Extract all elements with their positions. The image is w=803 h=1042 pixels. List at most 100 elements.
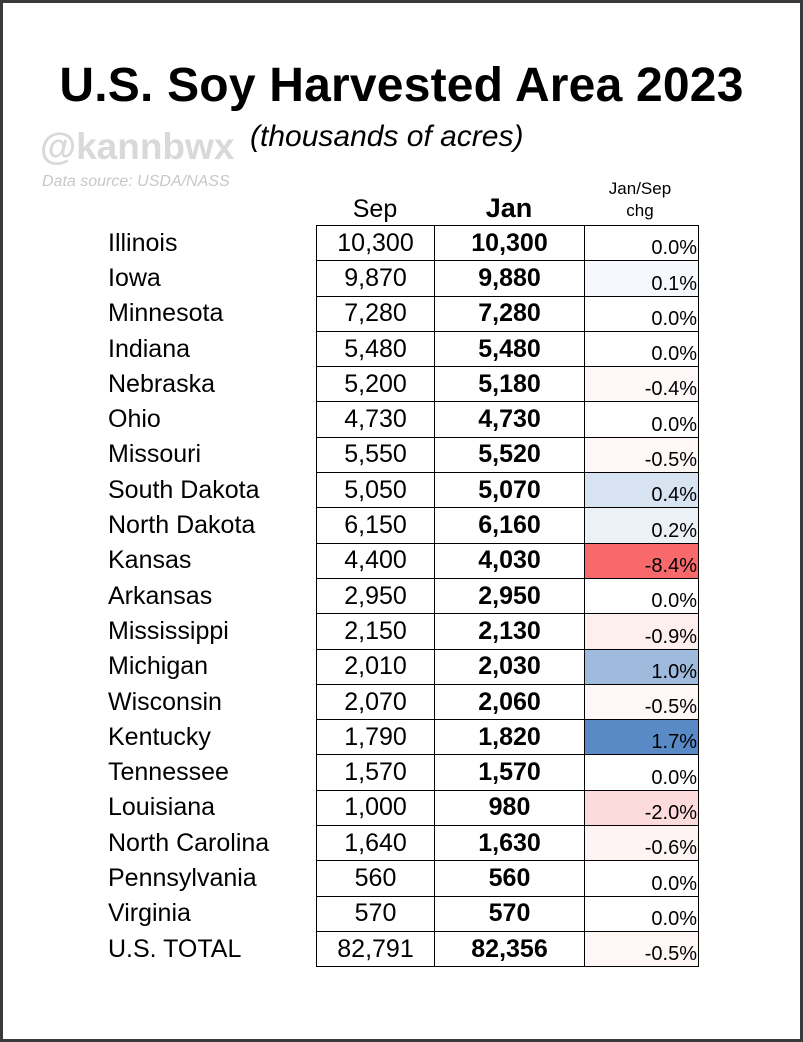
- sep-value: 4,400: [316, 542, 435, 579]
- state-name: Michigan: [108, 652, 209, 681]
- jan-value: 5,180: [434, 366, 585, 403]
- jan-value: 2,950: [434, 577, 585, 615]
- state-name: South Dakota: [108, 475, 260, 504]
- table-row: Arkansas 2,950 2,950 0.0%: [100, 577, 699, 615]
- state-name: Louisiana: [108, 793, 216, 822]
- jan-value: 2,030: [434, 648, 585, 685]
- change-value: -0.5%: [584, 930, 699, 968]
- table-row: Kentucky 1,790 1,820 1.7%: [100, 719, 699, 756]
- chart-title: U.S. Soy Harvested Area 2023: [59, 59, 744, 112]
- change-value: 0.1%: [584, 260, 699, 297]
- table-row: North Carolina 1,640 1,630 -0.6%: [100, 825, 699, 862]
- state-name: Illinois: [108, 228, 178, 257]
- table-row: Michigan 2,010 2,030 1.0%: [100, 648, 699, 685]
- change-value: 0.0%: [584, 577, 699, 615]
- table-row: Nebraska 5,200 5,180 -0.4%: [100, 366, 699, 403]
- table-row: Missouri 5,550 5,520 -0.5%: [100, 436, 699, 474]
- table-row: Wisconsin 2,070 2,060 -0.5%: [100, 683, 699, 721]
- jan-value: 6,160: [434, 507, 585, 544]
- jan-value: 10,300: [434, 224, 585, 262]
- table-body: Illinois 10,300 10,300 0.0% Iowa 9,870 9,880 0.…: [100, 224, 699, 968]
- state-name: Pennsylvania: [108, 863, 257, 892]
- state-name: Missouri: [108, 440, 202, 469]
- change-value: 0.0%: [584, 860, 699, 897]
- sep-value: 9,870: [316, 260, 435, 297]
- jan-value: 82,356: [434, 930, 585, 968]
- sep-value: 5,550: [316, 436, 435, 474]
- sep-value: 560: [316, 860, 435, 897]
- state-name: Mississippi: [108, 616, 229, 645]
- column-header-sep: Sep: [352, 195, 398, 223]
- change-value: 1.0%: [584, 648, 699, 685]
- table-row: Kansas 4,400 4,030 -8.4%: [100, 542, 699, 579]
- jan-value: 980: [434, 789, 585, 827]
- table-row: Pennsylvania 560 560 0.0%: [100, 860, 699, 897]
- table-row: Iowa 9,870 9,880 0.1%: [100, 260, 699, 297]
- jan-value: 4,030: [434, 542, 585, 579]
- column-header-jan: Jan: [485, 193, 533, 223]
- data-source: Data source: USDA/NASS: [42, 173, 230, 190]
- jan-value: 7,280: [434, 295, 585, 332]
- sep-value: 82,791: [316, 930, 435, 968]
- jan-value: 1,820: [434, 719, 585, 756]
- jan-value: 2,060: [434, 683, 585, 721]
- state-name: Kansas: [108, 546, 192, 575]
- sep-value: 2,010: [316, 648, 435, 685]
- table-row: U.S. TOTAL 82,791 82,356 -0.5%: [100, 930, 699, 968]
- column-header-change: Jan/Sep chg: [584, 178, 696, 222]
- sep-value: 1,790: [316, 719, 435, 756]
- state-name: Kentucky: [108, 722, 211, 751]
- state-name: Virginia: [108, 899, 191, 928]
- change-value: -0.5%: [584, 436, 699, 474]
- table-row: South Dakota 5,050 5,070 0.4%: [100, 472, 699, 509]
- sep-value: 5,050: [316, 472, 435, 509]
- table-row: Virginia 570 570 0.0%: [100, 895, 699, 932]
- state-name: Nebraska: [108, 369, 215, 398]
- change-value: 1.7%: [584, 719, 699, 756]
- state-name: Arkansas: [108, 581, 213, 610]
- author-handle: @kannbwx: [40, 126, 235, 167]
- sep-value: 2,070: [316, 683, 435, 721]
- change-value: 0.0%: [584, 401, 699, 438]
- jan-value: 9,880: [434, 260, 585, 297]
- jan-value: 570: [434, 895, 585, 932]
- table-row: Louisiana 1,000 980 -2.0%: [100, 789, 699, 827]
- jan-value: 5,070: [434, 472, 585, 509]
- change-value: 0.2%: [584, 507, 699, 544]
- column-header-change-line2: chg: [626, 201, 654, 220]
- change-value: -2.0%: [584, 789, 699, 827]
- table-row: Mississippi 2,150 2,130 -0.9%: [100, 613, 699, 650]
- sep-value: 6,150: [316, 507, 435, 544]
- table-row: Tennessee 1,570 1,570 0.0%: [100, 754, 699, 791]
- state-name: Minnesota: [108, 299, 224, 328]
- sep-value: 5,480: [316, 330, 435, 368]
- sep-value: 570: [316, 895, 435, 932]
- jan-value: 560: [434, 860, 585, 897]
- change-value: -0.6%: [584, 825, 699, 862]
- jan-value: 1,630: [434, 825, 585, 862]
- change-value: 0.0%: [584, 224, 699, 262]
- state-name: North Dakota: [108, 511, 256, 540]
- sep-value: 2,150: [316, 613, 435, 650]
- jan-value: 5,520: [434, 436, 585, 474]
- change-value: -0.9%: [584, 613, 699, 650]
- sep-value: 10,300: [316, 224, 435, 262]
- change-value: 0.0%: [584, 754, 699, 791]
- state-name: Ohio: [108, 405, 161, 434]
- change-value: -0.5%: [584, 683, 699, 721]
- column-header-change-line1: Jan/Sep: [608, 179, 672, 198]
- change-value: 0.4%: [584, 472, 699, 509]
- change-value: -8.4%: [584, 542, 699, 579]
- sep-value: 5,200: [316, 366, 435, 403]
- state-name: U.S. TOTAL: [108, 934, 242, 963]
- sep-value: 1,000: [316, 789, 435, 827]
- jan-value: 2,130: [434, 613, 585, 650]
- change-value: 0.0%: [584, 330, 699, 368]
- data-table: Illinois 10,300 10,300 0.0% Iowa 9,870 9,880 0.…: [100, 224, 699, 968]
- table-row: Minnesota 7,280 7,280 0.0%: [100, 295, 699, 332]
- table-row: Indiana 5,480 5,480 0.0%: [100, 330, 699, 368]
- state-name: Iowa: [108, 263, 161, 292]
- sep-value: 1,570: [316, 754, 435, 791]
- sep-value: 7,280: [316, 295, 435, 332]
- sep-value: 2,950: [316, 577, 435, 615]
